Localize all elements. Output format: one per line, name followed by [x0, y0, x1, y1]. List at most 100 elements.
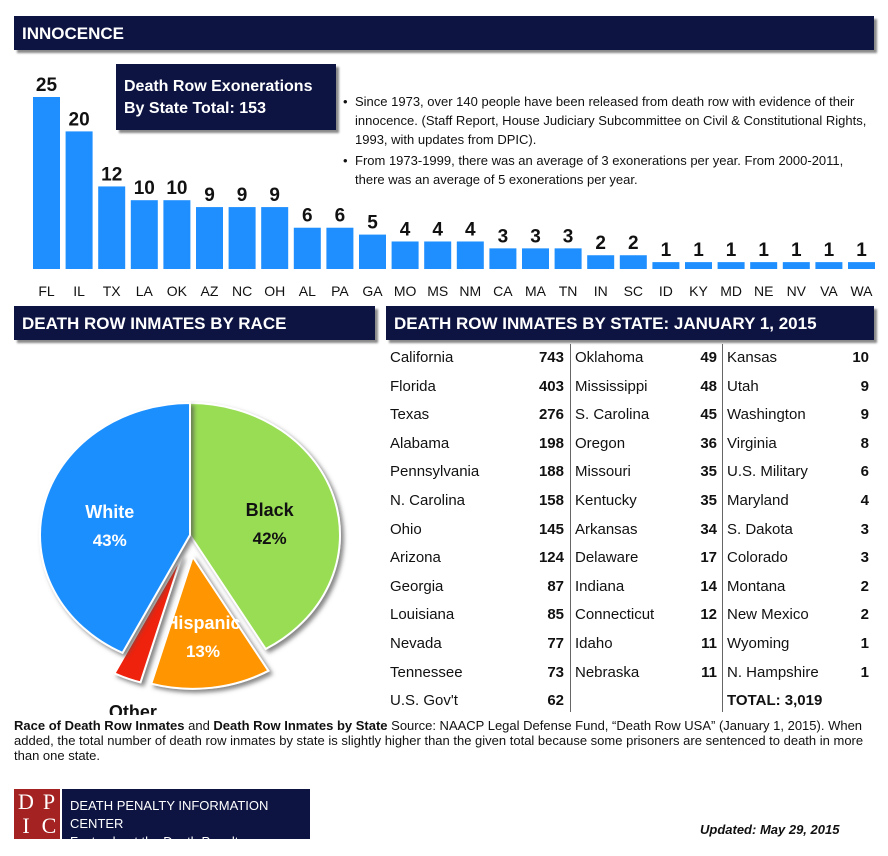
logo-letter-d: D [18, 789, 34, 814]
bar-MO [391, 241, 419, 269]
category-label: TN [559, 283, 578, 299]
state-count: 9 [860, 406, 869, 424]
bar-value-label: 6 [302, 206, 313, 227]
state-row: Washington 9 [723, 401, 875, 429]
bar-OK [163, 200, 191, 269]
state-row: Pennsylvania 188 [386, 458, 570, 486]
bar-value-label: 10 [134, 178, 155, 199]
exonerations-total-line: By State Total: 153 [124, 100, 266, 117]
bar-PA [326, 227, 354, 269]
state-count: 12 [700, 606, 717, 624]
state-count: 9 [860, 377, 869, 395]
logo-letter-p: P [42, 789, 56, 814]
innocence-note: Since 1973, over 140 people have been re… [343, 92, 873, 149]
state-count: 49 [700, 349, 717, 366]
category-label: MD [720, 283, 742, 299]
org-name: DEATH PENALTY INFORMATION CENTER [70, 798, 269, 831]
state-row: Tennessee 73 [386, 659, 570, 687]
state-count: 3 [860, 520, 869, 538]
state-name: Indiana [575, 577, 625, 595]
state-count: 145 [538, 520, 564, 538]
bar-value-label: 10 [166, 178, 187, 199]
category-label: AL [299, 283, 316, 299]
category-label: GA [362, 283, 383, 299]
state-name: Nebraska [575, 663, 640, 681]
state-count: 87 [547, 577, 564, 595]
source-note-bold2: Death Row Inmates by State [213, 718, 388, 733]
state-count: 45 [700, 406, 717, 424]
state-count: 35 [700, 492, 717, 509]
bar-IN [587, 255, 615, 269]
bar-value-label: 4 [400, 219, 411, 240]
innocence-note: From 1973-1999, there was an average of … [343, 151, 873, 189]
state-name: Alabama [390, 434, 450, 452]
state-row: Wyoming 1 [723, 630, 875, 658]
state-row: Montana 2 [723, 573, 875, 601]
innocence-title: INNOCENCE [22, 24, 125, 43]
state-row: U.S. Gov't 62 [386, 687, 570, 715]
category-label: IN [594, 283, 608, 299]
logo-letter-i: I [22, 813, 30, 838]
state-name: Pennsylvania [390, 463, 480, 481]
total-row: TOTAL: 3,019 [723, 687, 875, 715]
state-row: Arkansas 34 [571, 516, 723, 544]
state-row: Nebraska 11 [571, 659, 723, 687]
state-row: S. Carolina 45 [571, 401, 723, 429]
pie-percent-black: 42% [253, 529, 287, 548]
innocence-banner: INNOCENCE [14, 16, 874, 50]
state-name: New Mexico [727, 606, 809, 624]
state-row: S. Dakota 3 [723, 516, 875, 544]
bar-AL [293, 227, 321, 269]
state-count: 1 [860, 635, 869, 652]
bar-value-label: 4 [432, 219, 443, 240]
state-count: 2 [860, 606, 869, 624]
pie-label-hispanic: Hispanic [165, 613, 240, 633]
state-count: 36 [700, 434, 717, 452]
bar-value-label: 25 [36, 75, 58, 96]
state-name: Washington [727, 406, 806, 424]
bar-ID [652, 262, 680, 269]
state-count: 8 [860, 434, 869, 452]
state-count: 35 [700, 463, 717, 481]
bar-value-label: 1 [824, 240, 835, 261]
exonerations-title-line1: Death Row Exonerations [124, 78, 313, 95]
bar-MA [522, 248, 549, 269]
innocence-notes: Since 1973, over 140 people have been re… [343, 92, 873, 189]
state-name: Oregon [575, 434, 626, 452]
state-row: Colorado 3 [723, 544, 875, 572]
state-name: Texas [390, 406, 430, 424]
pie-label-white: White [85, 502, 134, 522]
state-name: Connecticut [575, 606, 655, 624]
category-label: PA [331, 283, 349, 299]
state-row: Utah 9 [723, 373, 875, 401]
bar-value-label: 1 [726, 240, 737, 261]
dpic-logo: D P I C [14, 789, 60, 839]
state-row: Alabama 198 [386, 430, 570, 458]
bar-FL [33, 97, 60, 269]
state-row: Indiana 14 [571, 573, 723, 601]
source-note-and: and [184, 718, 214, 733]
bar-value-label: 3 [530, 226, 541, 247]
state-count: 1 [860, 663, 869, 681]
state-name: N. Carolina [390, 492, 466, 509]
pie-label-black: Black [246, 500, 295, 520]
state-count: 403 [538, 377, 564, 395]
state-count: 48 [700, 377, 717, 395]
bar-value-label: 6 [335, 206, 346, 227]
state-row: N. Carolina 158 [386, 487, 570, 515]
pie-slice-hispanic [150, 554, 270, 690]
state-count: 4 [860, 492, 869, 509]
state-row: Delaware 17 [571, 544, 723, 572]
state-name: Arkansas [575, 520, 638, 538]
bar-CA [489, 248, 517, 269]
state-name: Idaho [575, 635, 613, 652]
state-row: Virginia 8 [723, 430, 875, 458]
source-note: Race of Death Row Inmates and Death Row … [14, 718, 874, 763]
pie-slice-other [113, 554, 183, 684]
bar-SC [619, 255, 647, 269]
state-name: Nevada [390, 635, 442, 652]
state-row: Kansas 10 [723, 344, 875, 372]
logo-letter-c: C [41, 813, 57, 838]
org-box: DEATH PENALTY INFORMATION CENTER Facts a… [62, 789, 310, 849]
updated-date: Updated: May 29, 2015 [700, 822, 840, 837]
